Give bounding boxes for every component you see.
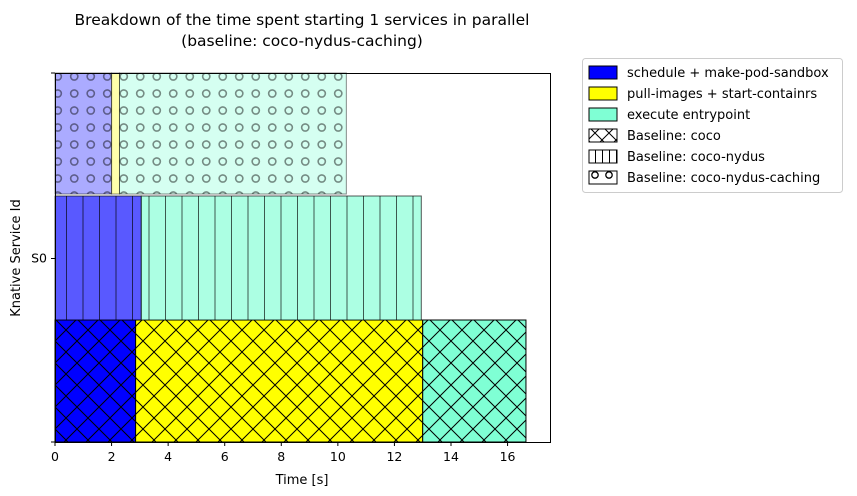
legend-swatch xyxy=(588,149,618,164)
legend-swatch xyxy=(588,128,618,143)
x-tick-label: 12 xyxy=(386,449,402,464)
legend-item-schedule-make-pod-sandbox: schedule + make-pod-sandbox xyxy=(588,65,829,81)
legend-label: execute entrypoint xyxy=(627,108,750,123)
bar-segment-pull-images-start-containrs xyxy=(111,72,120,195)
bar-segment-execute-entrypoint xyxy=(140,195,422,321)
x-tick-label: 0 xyxy=(51,449,59,464)
x-tick-label: 14 xyxy=(443,449,459,464)
y-tick-label: S0 xyxy=(31,251,47,266)
chart-subtitle: (baseline: coco-nydus-caching) xyxy=(181,32,423,50)
legend-label: schedule + make-pod-sandbox xyxy=(627,66,829,81)
legend-swatch xyxy=(588,86,618,101)
bars-layer xyxy=(54,72,527,443)
bar-segment-pull-images-start-containrs xyxy=(135,319,424,443)
legend-frame xyxy=(582,58,843,193)
legend-label: pull-images + start-containrs xyxy=(627,87,817,102)
y-axis: S0 xyxy=(31,72,55,443)
legend-item-pull-images-start-containrs: pull-images + start-containrs xyxy=(588,86,817,102)
legend-swatch xyxy=(588,170,618,185)
y-axis-label: Knative Service Id xyxy=(9,199,24,317)
x-tick-label: 10 xyxy=(330,449,346,464)
bar-segment-schedule-make-pod-sandbox xyxy=(54,72,113,195)
x-axis-label: Time [s] xyxy=(275,473,329,488)
legend-item-baseline-coco-nydus-caching: Baseline: coco-nydus-caching xyxy=(588,170,820,186)
bar-segment-schedule-make-pod-sandbox xyxy=(54,319,137,443)
legend-swatch xyxy=(588,107,618,122)
legend-item-execute-entrypoint: execute entrypoint xyxy=(588,107,750,123)
legend-item-baseline-coco-nydus: Baseline: coco-nydus xyxy=(588,149,765,165)
series-baseline-coco xyxy=(54,319,527,443)
series-baseline-coco-nydus-caching xyxy=(54,72,347,195)
x-tick-label: 6 xyxy=(221,449,229,464)
legend-item-baseline-coco: Baseline: coco xyxy=(588,128,721,144)
legend-label: Baseline: coco-nydus-caching xyxy=(627,171,820,186)
legend: schedule + make-pod-sandbox pull-images +… xyxy=(582,58,843,193)
x-axis: 0 2 4 6 8 10 12 14 16 xyxy=(51,442,516,464)
legend-label: Baseline: coco-nydus xyxy=(627,150,765,165)
bar-segment-schedule-make-pod-sandbox xyxy=(54,195,142,321)
series-baseline-coco-nydus xyxy=(54,195,422,321)
x-tick-label: 4 xyxy=(164,449,172,464)
chart-title: Breakdown of the time spent starting 1 s… xyxy=(75,11,530,29)
x-tick-label: 2 xyxy=(108,449,116,464)
plot-frame xyxy=(55,73,551,443)
x-tick-label: 16 xyxy=(500,449,516,464)
x-tick-label: 8 xyxy=(277,449,285,464)
bar-segment-execute-entrypoint xyxy=(118,72,347,195)
legend-swatch xyxy=(588,65,618,80)
legend-label: Baseline: coco xyxy=(627,129,721,144)
bar-segment-execute-entrypoint xyxy=(422,319,527,443)
